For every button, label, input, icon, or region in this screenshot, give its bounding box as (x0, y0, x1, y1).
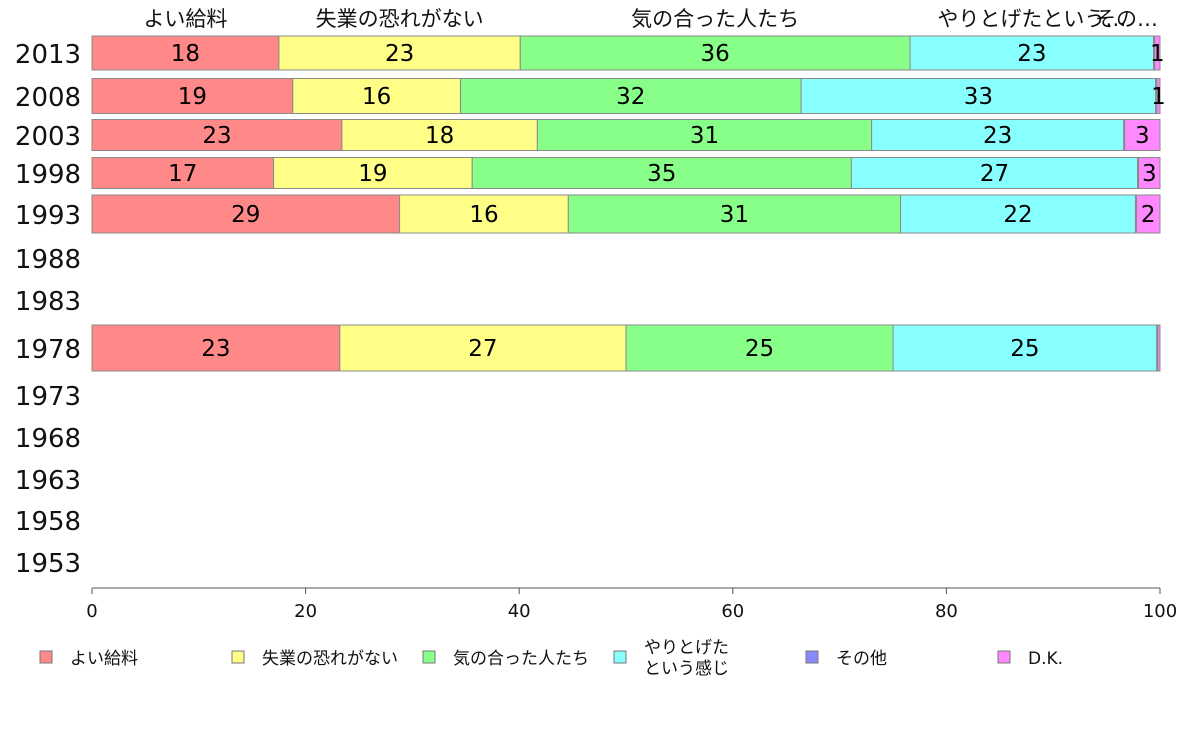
bar-label-1993-series-3: 22 (1003, 202, 1032, 228)
bar-label-2013-series-1: 23 (385, 41, 414, 67)
bar-1998-series-2 (471, 157, 852, 189)
bar-1993-series-3 (899, 194, 1136, 234)
bar-1978-series-3 (892, 324, 1158, 372)
bar-label-1978-series-2: 25 (745, 336, 774, 362)
bar-1978-series-2 (625, 324, 894, 372)
bar-label-2008-series-3: 33 (964, 84, 993, 110)
legend-label-3-line-0: やりとげた (644, 638, 729, 658)
bar-1978-series-0 (91, 324, 341, 372)
bar-label-2008-series-1: 16 (362, 84, 391, 110)
bar-label-1998-series-3: 27 (980, 161, 1009, 187)
bar-1993-series-1 (399, 194, 569, 234)
bar-2003-series-5 (1124, 119, 1161, 151)
bar-1998-series-1 (273, 157, 473, 189)
year-label-1963: 1963 (15, 466, 81, 496)
bar-label-1993-series-1: 16 (469, 202, 498, 228)
bar-1978-series-5 (1157, 324, 1161, 372)
bar-2008-series-1 (292, 78, 461, 114)
top-label-0: よい給料 (143, 7, 227, 31)
bar-2003-series-3 (871, 119, 1125, 151)
year-label-1973: 1973 (15, 382, 81, 412)
legend-swatch-3 (613, 650, 627, 664)
bar-2013-series-3 (909, 35, 1155, 71)
bar-1998-series-5 (1138, 157, 1161, 189)
year-label-1983: 1983 (15, 287, 81, 317)
year-label-1958: 1958 (15, 507, 81, 537)
bar-2013-series-2 (519, 35, 911, 71)
bar-2003-series-0 (91, 119, 343, 151)
legend-swatch-1 (231, 650, 245, 664)
bar-2003-series-2 (536, 119, 873, 151)
bar-2013-series-5 (1154, 35, 1161, 71)
x-tick-label-80: 80 (935, 601, 958, 622)
legend-swatch-0 (39, 650, 53, 664)
legend-label-0: よい給料 (70, 649, 138, 669)
x-axis: 0 20 40 60 80 100 (86, 587, 1177, 622)
year-label-1968: 1968 (15, 424, 81, 454)
bar-label-2003-series-5: 3 (1135, 123, 1150, 149)
bar-label-2008-series-2: 32 (616, 84, 645, 110)
bar-1998-series-0 (91, 157, 275, 189)
legend-swatch-5 (997, 650, 1011, 664)
bar-label-1978-series-0: 23 (201, 336, 230, 362)
year-label-1953: 1953 (15, 549, 81, 579)
top-label-1: 失業の恐れがない (316, 7, 484, 31)
legend-label-5: D.K. (1028, 649, 1063, 669)
x-tick-label-100: 100 (1143, 601, 1177, 622)
bar-1993-series-5 (1136, 194, 1161, 234)
bar-label-1993-series-5: 2 (1141, 202, 1156, 228)
legend-label-1: 失業の恐れがない (262, 649, 398, 669)
bar-label-2003-series-3: 23 (983, 123, 1012, 149)
bar-label-2013-series-5: 1 (1150, 41, 1165, 67)
bar-2013-series-1 (278, 35, 521, 71)
legend-swatch-4 (805, 650, 819, 664)
bar-label-2013-series-2: 36 (701, 41, 730, 67)
bar-label-2003-series-0: 23 (202, 123, 231, 149)
top-label-4: その… (1095, 7, 1158, 31)
bar-label-1993-series-0: 29 (231, 202, 260, 228)
bar-2013-series-0 (91, 35, 280, 71)
x-tick-label-40: 40 (508, 601, 531, 622)
top-category-labels: よい給料 失業の恐れがない 気の合った人たち やりとげたという…その… (143, 7, 1158, 31)
bar-label-1998-series-5: 3 (1142, 161, 1157, 187)
bar-2008-series-0 (91, 78, 294, 114)
bar-label-2008-series-0: 19 (178, 84, 207, 110)
bar-label-1978-series-1: 27 (468, 336, 497, 362)
legend-label-3-line-1: という感じ (644, 659, 729, 679)
bar-label-2013-series-3: 23 (1017, 41, 1046, 67)
x-tick-label-20: 20 (294, 601, 317, 622)
year-label-1998: 1998 (15, 160, 81, 190)
bar-label-1998-series-0: 17 (168, 161, 197, 187)
year-label-1988: 1988 (15, 245, 81, 275)
legend-label-4: その他 (836, 649, 887, 669)
year-label-2003: 2003 (15, 122, 81, 152)
bar-label-1978-series-3: 25 (1010, 336, 1039, 362)
bar-label-2013-series-0: 18 (171, 41, 200, 67)
bar-1993-series-0 (91, 194, 401, 234)
year-label-1978: 1978 (15, 335, 81, 365)
bar-area: 18 23 36 23 119 16 32 33 123 18 31 23 317 19 35 27 329 16… (91, 35, 1166, 372)
bar-label-1998-series-2: 35 (647, 161, 676, 187)
bar-2008-series-3 (800, 78, 1157, 114)
bar-label-1998-series-1: 19 (358, 161, 387, 187)
legend-label-2: 気の合った人たち (453, 649, 589, 669)
year-label-2008: 2008 (15, 83, 81, 113)
x-tick-label-60: 60 (721, 601, 744, 622)
year-label-2013: 2013 (15, 40, 81, 70)
bar-1993-series-2 (567, 194, 901, 234)
bar-label-1993-series-2: 31 (720, 202, 749, 228)
x-tick-label-0: 0 (86, 601, 97, 622)
bar-label-2003-series-2: 31 (690, 123, 719, 149)
bar-2008-series-2 (459, 78, 802, 114)
top-label-2: 気の合った人たち (631, 7, 799, 31)
bar-2008-series-5 (1156, 78, 1161, 114)
bar-label-2003-series-1: 18 (425, 123, 454, 149)
top-label-3: やりとげたという… (937, 7, 1126, 31)
year-label-1993: 1993 (15, 201, 81, 231)
year-axis-labels: 2013 2008 2003 1998 1993 1988 1983 1978 1973 1968… (15, 40, 81, 579)
legend-swatch-2 (422, 650, 436, 664)
bar-label-2008-series-5: 1 (1151, 84, 1166, 110)
